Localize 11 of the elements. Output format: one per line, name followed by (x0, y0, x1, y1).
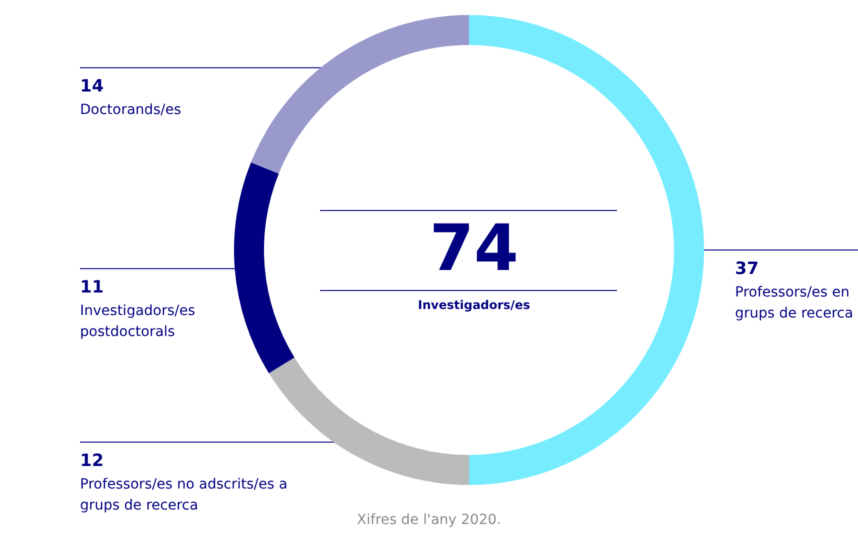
slice-label: Professors/es en grups de recerca (735, 284, 854, 322)
slice-label: Professors/es no adscrits/es a grups de recerca (80, 476, 288, 514)
slice-label: Doctorands/es (80, 102, 182, 118)
data-label: 14 (80, 76, 104, 97)
data-label: 12 (80, 451, 104, 472)
text: 74 (429, 212, 519, 286)
slice-label: Investigadors/es postdoctorals (80, 303, 196, 340)
data-label: 11 (80, 278, 104, 298)
text: Investigadors/es (418, 298, 530, 312)
text: Xifres de l'any 2020. (356, 512, 502, 528)
data-label: 37 (735, 259, 759, 279)
